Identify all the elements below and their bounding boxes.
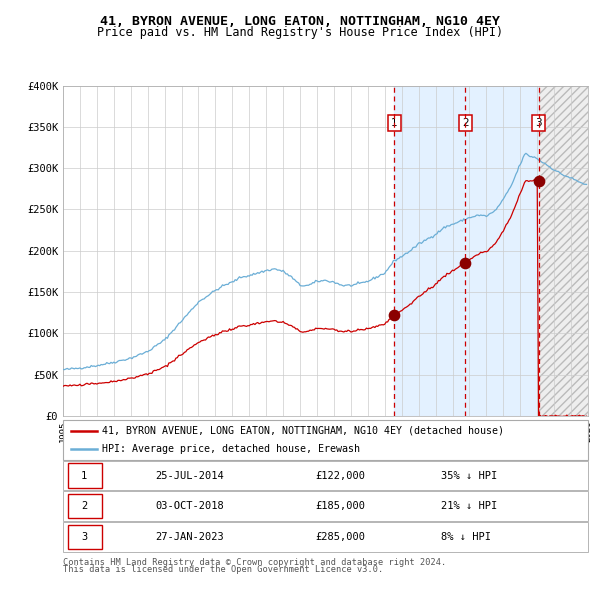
Text: 41, BYRON AVENUE, LONG EATON, NOTTINGHAM, NG10 4EY: 41, BYRON AVENUE, LONG EATON, NOTTINGHAM…: [100, 15, 500, 28]
FancyBboxPatch shape: [63, 522, 588, 552]
FancyBboxPatch shape: [68, 463, 103, 488]
Text: £122,000: £122,000: [315, 471, 365, 480]
Text: 3: 3: [535, 118, 542, 127]
Text: 1: 1: [81, 471, 87, 480]
Text: 25-JUL-2014: 25-JUL-2014: [155, 471, 224, 480]
Text: Price paid vs. HM Land Registry's House Price Index (HPI): Price paid vs. HM Land Registry's House …: [97, 26, 503, 39]
Text: 41, BYRON AVENUE, LONG EATON, NOTTINGHAM, NG10 4EY (detached house): 41, BYRON AVENUE, LONG EATON, NOTTINGHAM…: [103, 426, 505, 436]
Text: £285,000: £285,000: [315, 532, 365, 542]
FancyBboxPatch shape: [68, 525, 103, 549]
Point: [460, 258, 470, 268]
Text: This data is licensed under the Open Government Licence v3.0.: This data is licensed under the Open Gov…: [63, 565, 383, 574]
Text: 3: 3: [81, 532, 87, 542]
FancyBboxPatch shape: [63, 491, 588, 521]
Text: 2: 2: [81, 502, 87, 511]
FancyBboxPatch shape: [68, 494, 103, 519]
Text: 35% ↓ HPI: 35% ↓ HPI: [441, 471, 497, 480]
Bar: [539, 86, 588, 416]
Text: 03-OCT-2018: 03-OCT-2018: [155, 502, 224, 511]
FancyBboxPatch shape: [63, 420, 588, 460]
Text: HPI: Average price, detached house, Erewash: HPI: Average price, detached house, Erew…: [103, 444, 361, 454]
Text: 21% ↓ HPI: 21% ↓ HPI: [441, 502, 497, 511]
Bar: [394, 86, 539, 416]
Text: 27-JAN-2023: 27-JAN-2023: [155, 532, 224, 542]
Text: 2: 2: [462, 118, 469, 127]
FancyBboxPatch shape: [63, 461, 588, 490]
Text: Contains HM Land Registry data © Crown copyright and database right 2024.: Contains HM Land Registry data © Crown c…: [63, 558, 446, 567]
Text: £185,000: £185,000: [315, 502, 365, 511]
Point: [389, 310, 399, 320]
Text: 8% ↓ HPI: 8% ↓ HPI: [441, 532, 491, 542]
Text: 1: 1: [391, 118, 398, 127]
Point: [534, 176, 544, 185]
